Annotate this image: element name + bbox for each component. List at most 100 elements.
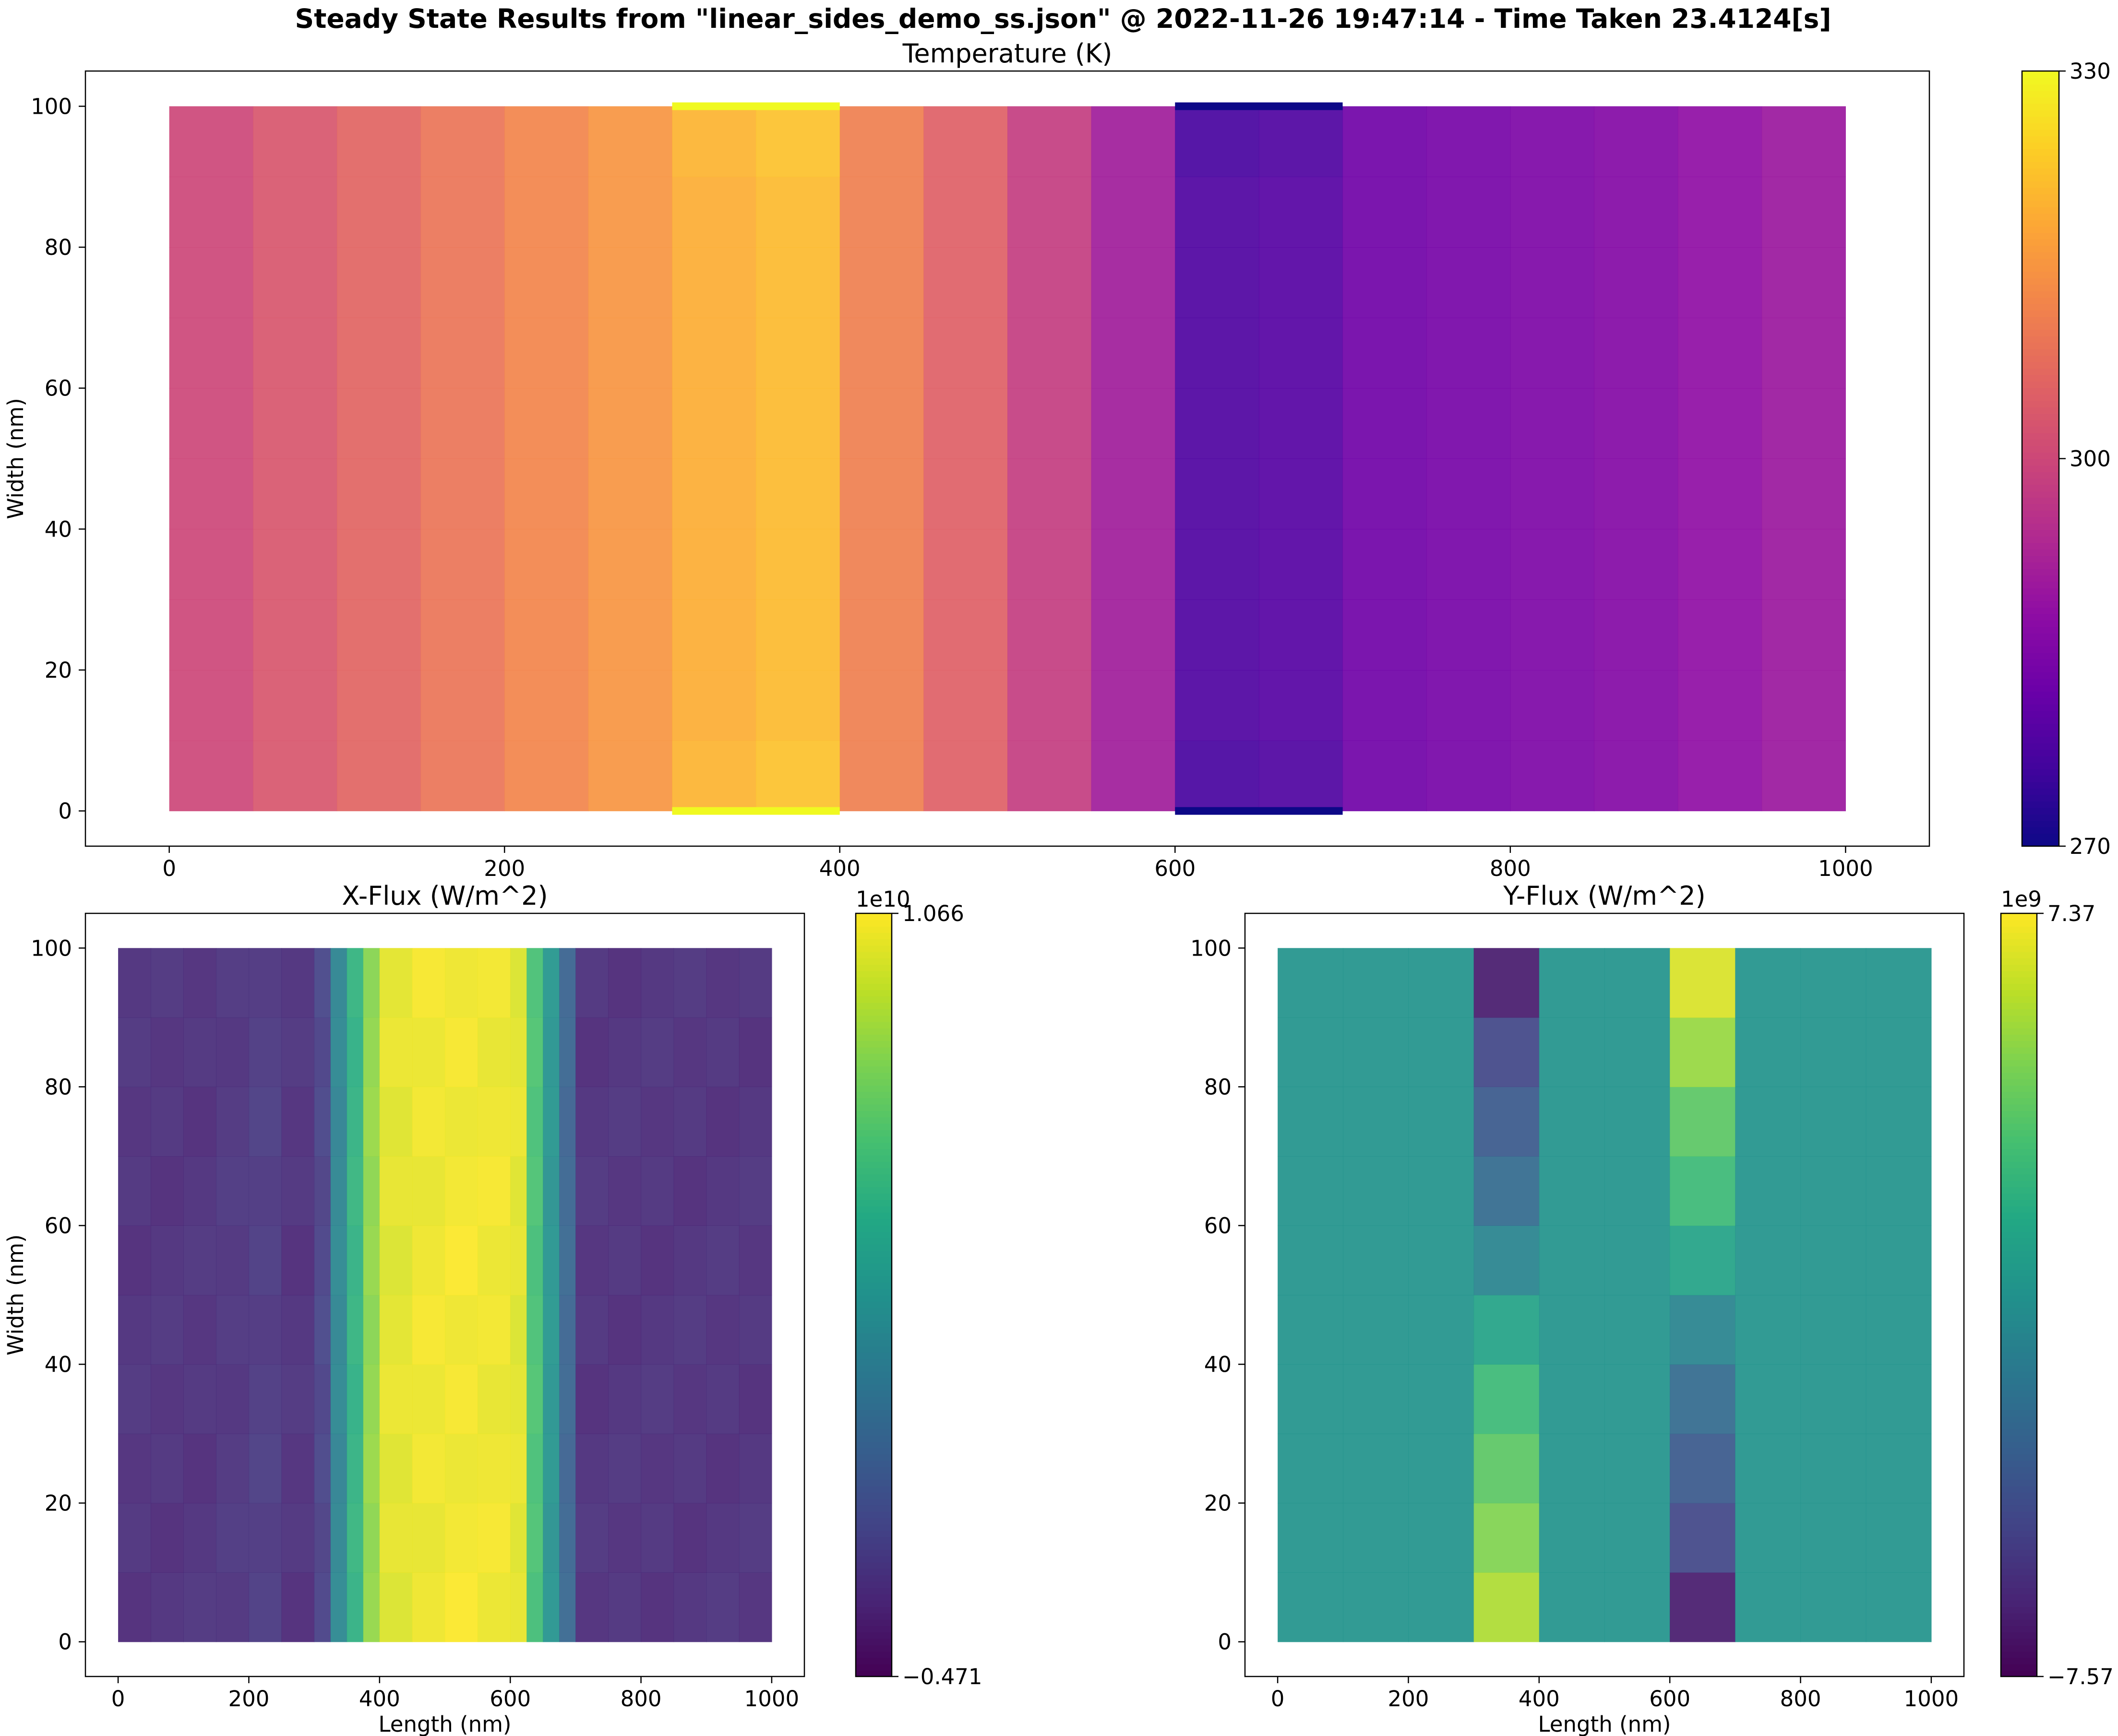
colorbar-segment [2022,755,2059,763]
heatmap-cell [559,1503,576,1573]
heatmap-cell [839,740,924,812]
colorbar-segment [2001,1161,2037,1168]
colorbar-segment [856,1186,892,1194]
heatmap-cell [504,388,589,459]
heatmap-cell [151,948,184,1018]
heatmap-cell [1007,317,1092,389]
colorbar-segment [2001,1498,2037,1506]
colorbar-segment [2001,1053,2037,1060]
heatmap-cell [1800,1156,1867,1226]
colorbar-segment [856,1008,892,1016]
colorbar-segment [2001,1282,2037,1289]
heatmap-cell [249,1503,282,1573]
heatmap-cell [1594,599,1678,670]
y-tick-label: 0 [58,799,72,824]
colorbar-tick-label: −0.471 [902,1664,982,1689]
heatmap-cell [1258,529,1343,600]
colorbar-segment [2001,1549,2037,1556]
heatmap-cell [314,948,331,1018]
heatmap-cell [1342,177,1427,248]
heatmap-cell [281,1087,315,1157]
heatmap-cell [923,317,1008,389]
heatmap-cell [1866,1503,1932,1573]
colorbar-segment [2022,71,2059,78]
colorbar-segment [2001,1212,2037,1219]
heatmap-cell [923,247,1008,318]
heatmap-cell [314,1503,331,1573]
heatmap-cell [412,1017,445,1087]
heatmap-cell [151,1503,184,1573]
heatmap-cell [527,1434,543,1504]
heatmap-cell [839,388,924,459]
colorbar-segment [856,1028,892,1035]
heatmap-cell [151,1087,184,1157]
colorbar-segment [856,1371,892,1378]
colorbar-segment [856,1199,892,1207]
heatmap-cell [118,1295,151,1365]
colorbar-segment [856,945,892,952]
heatmap-cell [183,1434,216,1504]
heatmap-cell [336,670,421,741]
colorbar-segment [2001,1250,2037,1257]
yflux-axes-frame [1244,912,1965,1677]
heatmap-cell [1175,740,1259,812]
colorbar-segment [2022,200,2059,207]
heatmap-cell [641,1434,674,1504]
colorbar-segment [2001,920,2037,927]
heatmap-cell [1343,1364,1409,1434]
colorbar-segment [856,964,892,971]
colorbar-segment [856,1053,892,1060]
heatmap-cell [412,1295,445,1365]
colorbar-segment [2022,775,2059,782]
colorbar-segment [2022,155,2059,162]
heatmap-cell [118,1572,151,1642]
heatmap-cell [1278,948,1343,1018]
heatmap-cell [347,1087,364,1157]
heatmap-cell [216,948,250,1018]
colorbar-segment [2001,1333,2037,1340]
heatmap-cell [739,1017,772,1087]
colorbar-segment [2001,1015,2037,1022]
heatmap-cell [1670,1572,1735,1642]
heatmap-cell [169,247,253,318]
heatmap-cell [249,948,282,1018]
heatmap-cell [363,1434,380,1504]
heatmap-cell [1258,317,1343,389]
heatmap-cell [672,106,756,177]
heatmap-cell [478,948,511,1018]
heatmap-cell [1408,1364,1474,1434]
heatmap-cell [1678,247,1762,318]
colorbar-segment [2022,426,2059,433]
colorbar-segment [856,1263,892,1270]
heatmap-cell [216,1156,250,1226]
heatmap-cell [1735,1225,1801,1295]
heatmap-cell [1007,177,1092,248]
heatmap-cell [510,1225,527,1295]
heatmap-cell [1604,1295,1670,1365]
colorbar-segment [2022,84,2059,91]
heatmap-cell [281,1503,315,1573]
temperature-ylabel: Width (nm) [3,398,28,519]
heatmap-cell [216,1572,250,1642]
colorbar-segment [856,1142,892,1149]
heatmap-cell [1761,599,1846,670]
colorbar-segment [2001,1123,2037,1130]
colorbar-segment [856,1295,892,1302]
colorbar-segment [856,1206,892,1213]
colorbar-segment [856,1587,892,1594]
heatmap-cell [543,948,560,1018]
heatmap-cell [1735,948,1801,1018]
heatmap-cell [1735,1364,1801,1434]
colorbar-segment [2022,316,2059,323]
heatmap-cell [412,948,445,1018]
colorbar-segment [2022,678,2059,685]
x-tick-label: 1000 [1818,856,1873,881]
heatmap-cell [1426,670,1511,741]
heatmap-cell [363,1364,380,1434]
heatmap-cell [1866,1225,1932,1295]
heatmap-cell [1866,1087,1932,1157]
colorbar-segment [856,1632,892,1639]
heatmap-cell [706,1572,740,1642]
